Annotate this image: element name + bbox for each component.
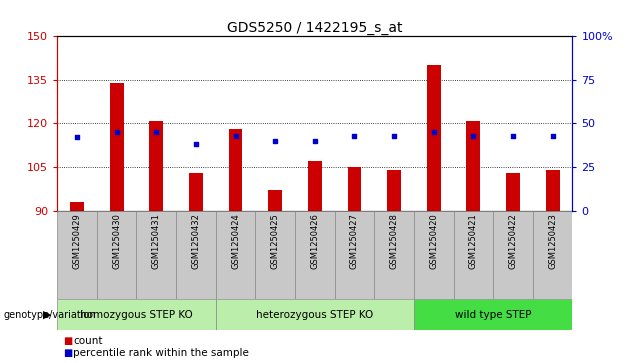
Bar	[533, 211, 572, 299]
Text: GSM1250424: GSM1250424	[231, 213, 240, 269]
Bar	[387, 170, 401, 211]
Text: GSM1250430: GSM1250430	[112, 213, 121, 269]
Point	[349, 133, 359, 139]
Bar	[137, 211, 176, 299]
Text: wild type STEP: wild type STEP	[455, 310, 532, 320]
Bar	[216, 299, 414, 330]
Text: GSM1250421: GSM1250421	[469, 213, 478, 269]
Bar	[228, 129, 242, 211]
Point	[230, 133, 240, 139]
Bar	[308, 161, 322, 211]
Text: heterozygous STEP KO: heterozygous STEP KO	[256, 310, 373, 320]
Point	[429, 129, 439, 135]
Point	[508, 133, 518, 139]
Text: GSM1250425: GSM1250425	[271, 213, 280, 269]
Bar	[57, 211, 97, 299]
Bar	[70, 202, 84, 211]
Bar	[453, 211, 493, 299]
Text: ▶: ▶	[43, 310, 52, 320]
Text: ■: ■	[64, 336, 73, 346]
Point	[111, 129, 121, 135]
Point	[151, 129, 162, 135]
Bar	[427, 65, 441, 211]
Text: percentile rank within the sample: percentile rank within the sample	[73, 348, 249, 359]
Bar	[256, 211, 295, 299]
Bar	[57, 299, 216, 330]
Bar	[110, 83, 123, 211]
Text: homozygous STEP KO: homozygous STEP KO	[80, 310, 193, 320]
Text: genotype/variation: genotype/variation	[3, 310, 96, 320]
Bar	[216, 211, 256, 299]
Point	[270, 138, 280, 144]
Text: ■: ■	[64, 348, 73, 359]
Bar	[268, 190, 282, 211]
Text: GSM1250420: GSM1250420	[429, 213, 438, 269]
Text: GSM1250432: GSM1250432	[191, 213, 200, 269]
Text: GSM1250422: GSM1250422	[508, 213, 518, 269]
Bar	[149, 121, 163, 211]
Bar	[295, 211, 335, 299]
Bar	[374, 211, 414, 299]
Bar	[335, 211, 374, 299]
Text: count: count	[73, 336, 102, 346]
Point	[468, 133, 478, 139]
Point	[191, 142, 201, 147]
Bar	[546, 170, 560, 211]
Text: GSM1250427: GSM1250427	[350, 213, 359, 269]
Text: GSM1250426: GSM1250426	[310, 213, 319, 269]
Text: GSM1250428: GSM1250428	[390, 213, 399, 269]
Bar	[466, 121, 480, 211]
Point	[72, 134, 82, 140]
Text: GSM1250423: GSM1250423	[548, 213, 557, 269]
Bar	[347, 167, 361, 211]
Bar	[176, 211, 216, 299]
Point	[548, 133, 558, 139]
Title: GDS5250 / 1422195_s_at: GDS5250 / 1422195_s_at	[227, 21, 403, 35]
Bar	[414, 299, 572, 330]
Point	[310, 138, 320, 144]
Bar	[189, 173, 203, 211]
Point	[389, 133, 399, 139]
Text: GSM1250431: GSM1250431	[152, 213, 161, 269]
Bar	[414, 211, 453, 299]
Text: GSM1250429: GSM1250429	[73, 213, 81, 269]
Bar	[97, 211, 137, 299]
Bar	[493, 211, 533, 299]
Bar	[506, 173, 520, 211]
